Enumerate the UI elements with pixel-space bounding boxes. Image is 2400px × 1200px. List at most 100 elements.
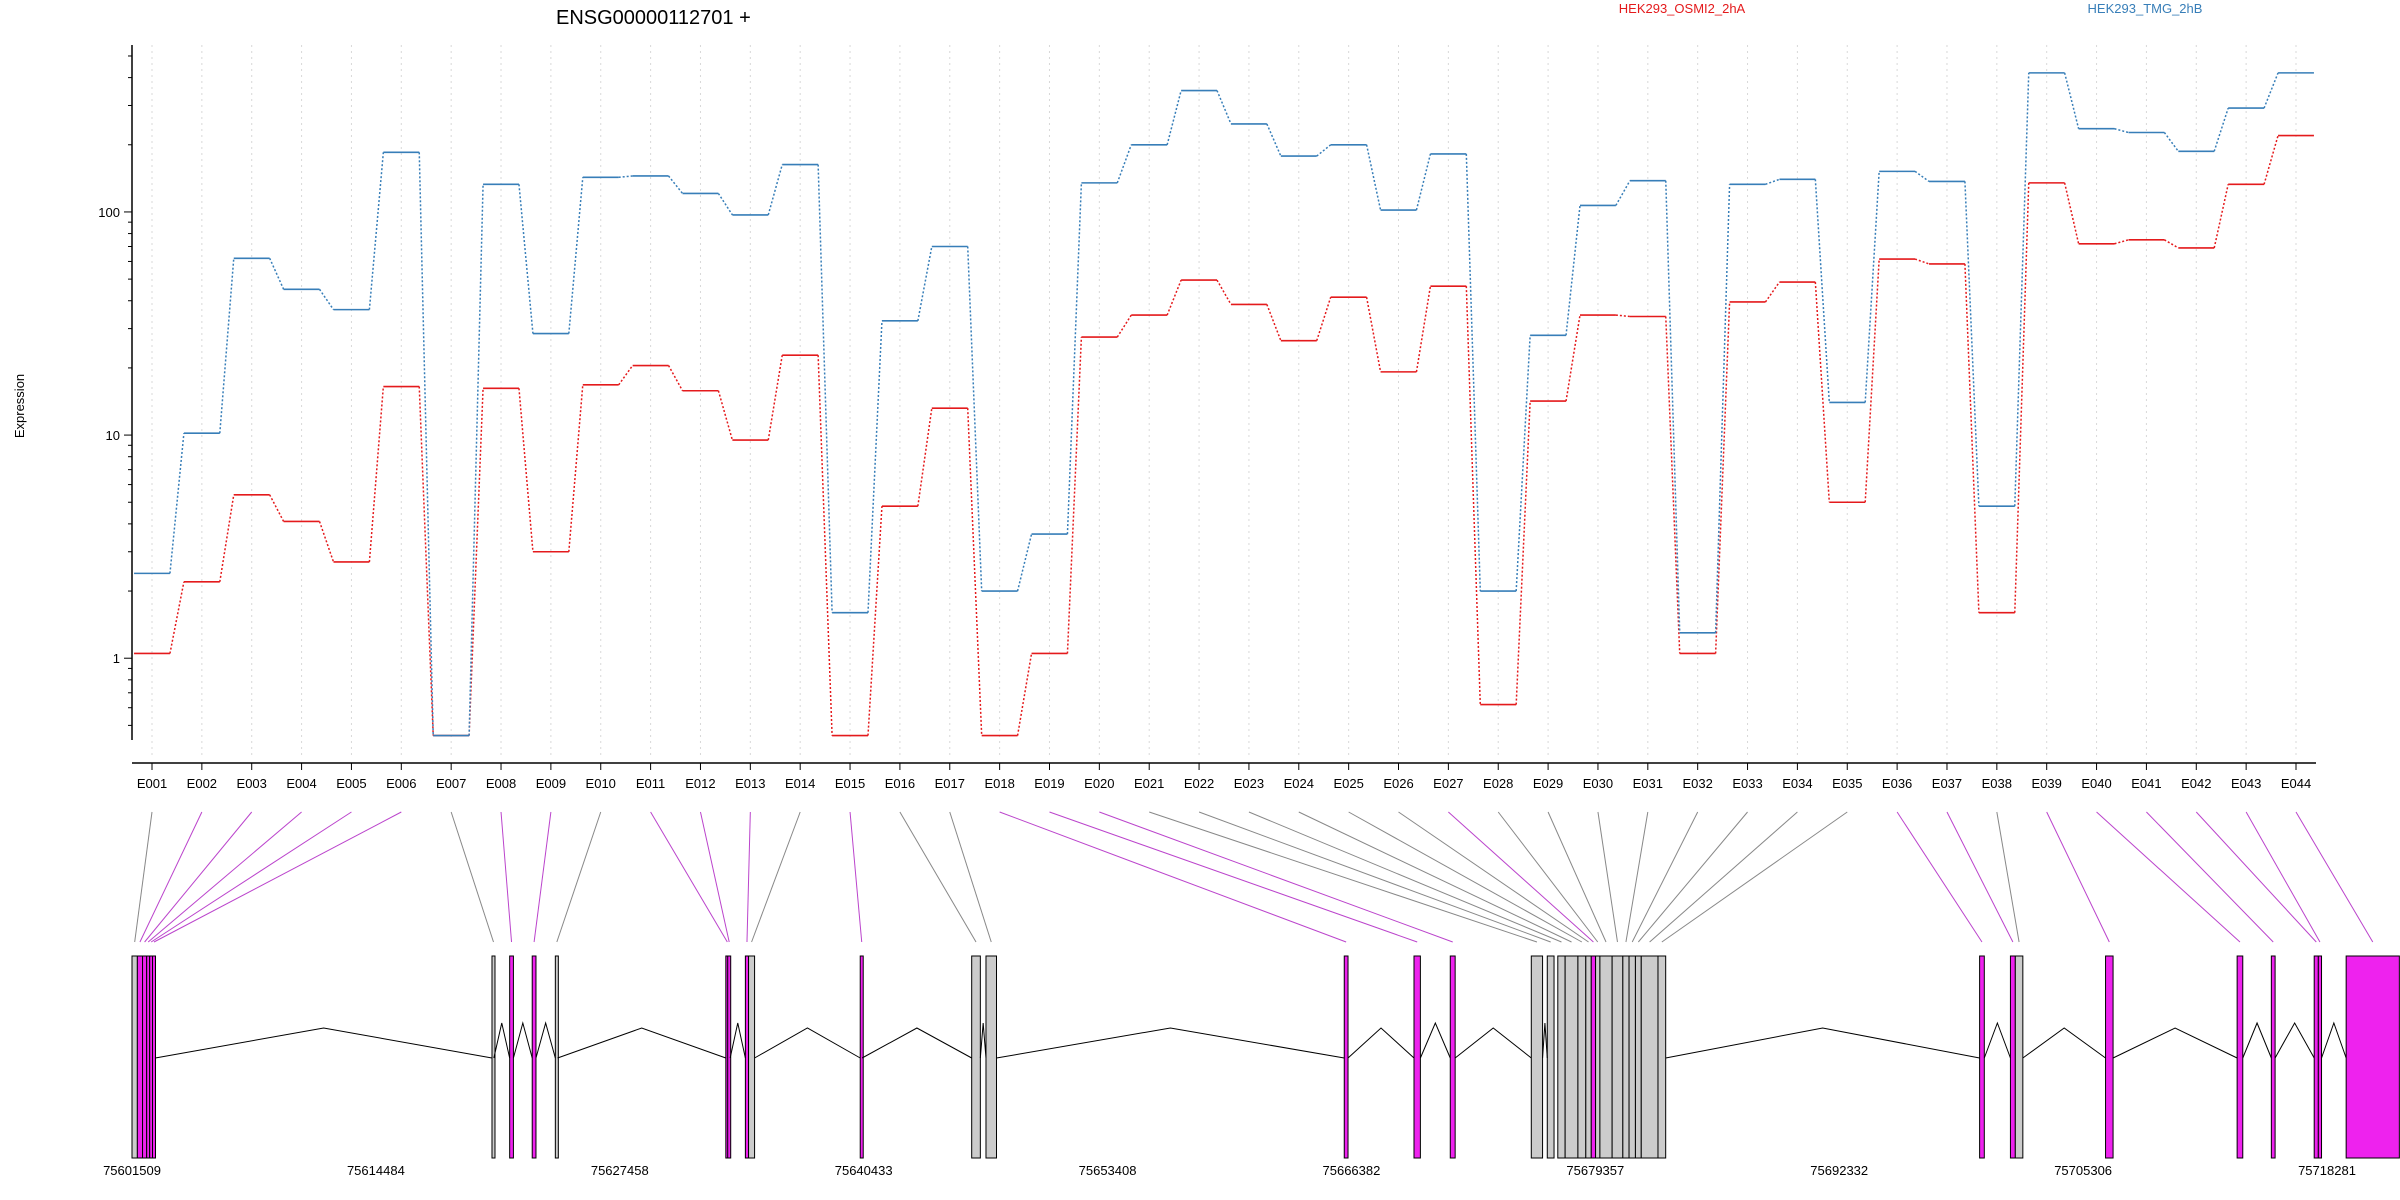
exon-block — [1564, 955, 1579, 1159]
exon-block — [152, 955, 157, 1159]
x-tick-label: E037 — [1932, 776, 1962, 791]
intron-line — [729, 1022, 746, 1059]
exon-connector — [1649, 811, 1798, 943]
intron-line — [512, 1021, 533, 1059]
x-tick-label: E021 — [1134, 776, 1164, 791]
x-tick-label: E008 — [486, 776, 516, 791]
intron-line — [754, 1027, 861, 1059]
x-tick-label: E014 — [785, 776, 815, 791]
intron-line — [493, 1022, 511, 1059]
coordinate-tick-label: 75601509 — [103, 1163, 161, 1178]
intron-line — [1419, 1021, 1451, 1059]
x-tick-label: E030 — [1583, 776, 1613, 791]
x-axis: E001 E002 E003 E004 E005 E006 E007 E008 E009 E010… — [132, 762, 2316, 791]
x-tick-label: E028 — [1483, 776, 1513, 791]
exon-block — [1611, 955, 1624, 1159]
exon-block — [554, 955, 559, 1159]
intron-line — [1665, 1027, 1980, 1059]
exon-connector — [1896, 811, 1983, 943]
x-tick-label: E001 — [137, 776, 167, 791]
exon-block — [2270, 955, 2276, 1159]
exon-block — [1530, 955, 1544, 1159]
exon-block — [1622, 955, 1630, 1159]
exon-block — [2345, 955, 2400, 1159]
exon-connector — [139, 811, 203, 943]
exon-connector — [153, 811, 402, 943]
exon-connector — [2295, 811, 2374, 943]
x-tick-label: E038 — [1982, 776, 2012, 791]
coordinate-tick-label: 75627458 — [591, 1163, 649, 1178]
exon-connector — [144, 811, 253, 943]
intron-line — [2321, 1021, 2347, 1059]
x-tick-label: E025 — [1333, 776, 1363, 791]
gene-model — [131, 955, 2400, 1159]
x-tick-label: E007 — [436, 776, 466, 791]
series-line — [169, 72, 2279, 736]
exon-block — [1413, 955, 1421, 1159]
y-axis: 1 10 100 — [98, 45, 133, 740]
x-tick-label: E018 — [984, 776, 1014, 791]
exon-connector — [1661, 811, 1848, 943]
x-tick-label: E022 — [1184, 776, 1214, 791]
x-tick-label: E013 — [735, 776, 765, 791]
exon-block — [985, 955, 998, 1159]
exon-block — [2317, 955, 2323, 1159]
exon-connector-lines — [134, 811, 2374, 943]
exon-block — [1343, 955, 1349, 1159]
coordinate-tick-label: 75692332 — [1810, 1163, 1868, 1178]
exon-block — [748, 955, 756, 1159]
coordinate-tick-label: 75653408 — [1079, 1163, 1137, 1178]
exon-block — [2313, 955, 2319, 1159]
x-tick-label: E017 — [935, 776, 965, 791]
coordinate-tick-label: 75640433 — [835, 1163, 893, 1178]
genomic-coordinate-axis: 75601509 75614484 75627458 75640433 75653408… — [103, 1163, 2356, 1178]
x-tick-label: E011 — [636, 776, 665, 791]
exon-block — [142, 955, 148, 1159]
exon-connector — [1631, 811, 1699, 943]
intron-line — [535, 1021, 556, 1059]
exon-connector — [556, 811, 602, 943]
exon-connector — [899, 811, 977, 943]
exon-connector — [746, 811, 751, 943]
exon-connector — [2046, 811, 2110, 943]
intron-line — [2274, 1021, 2315, 1059]
coordinate-tick-label: 75679357 — [1566, 1163, 1624, 1178]
x-tick-label: E031 — [1633, 776, 1663, 791]
legend-series-osmi2: HEK293_OSMI2_2hA — [1619, 1, 1746, 16]
exon-block — [1546, 955, 1555, 1159]
exon-connector — [1198, 811, 1551, 943]
exon-block — [131, 955, 138, 1159]
y-axis-label: Expression — [12, 374, 27, 438]
x-tick-label: E012 — [685, 776, 715, 791]
exon-connector — [751, 811, 801, 943]
intron-line — [996, 1027, 1345, 1059]
x-tick-label: E019 — [1034, 776, 1064, 791]
y-tick-label: 100 — [98, 205, 120, 220]
x-tick-label: E024 — [1284, 776, 1314, 791]
grid-lines — [151, 45, 2297, 757]
exon-connector — [1597, 811, 1618, 943]
exon-block — [1557, 955, 1566, 1159]
exon-connector — [699, 811, 730, 943]
x-tick-label: E033 — [1732, 776, 1762, 791]
coordinate-tick-label: 75614484 — [347, 1163, 405, 1178]
exon-connector — [1149, 811, 1538, 943]
exon-connector — [1248, 811, 1562, 943]
exon-connector — [1099, 811, 1453, 943]
x-tick-label: E039 — [2032, 776, 2062, 791]
exon-block — [1599, 955, 1613, 1159]
x-tick-label: E032 — [1682, 776, 1712, 791]
exon-connector — [650, 811, 728, 943]
x-tick-label: E004 — [286, 776, 316, 791]
x-tick-label: E016 — [885, 776, 915, 791]
exon-block — [1657, 955, 1667, 1159]
exon-connector — [150, 811, 352, 943]
exon-block — [509, 955, 514, 1159]
exon-connector — [1637, 811, 1748, 943]
exon-block — [1979, 955, 1985, 1159]
exon-connector — [533, 811, 552, 943]
x-tick-label: E006 — [386, 776, 416, 791]
exon-connector — [2146, 811, 2274, 943]
exon-block — [1585, 955, 1592, 1159]
exon-block — [971, 955, 981, 1159]
